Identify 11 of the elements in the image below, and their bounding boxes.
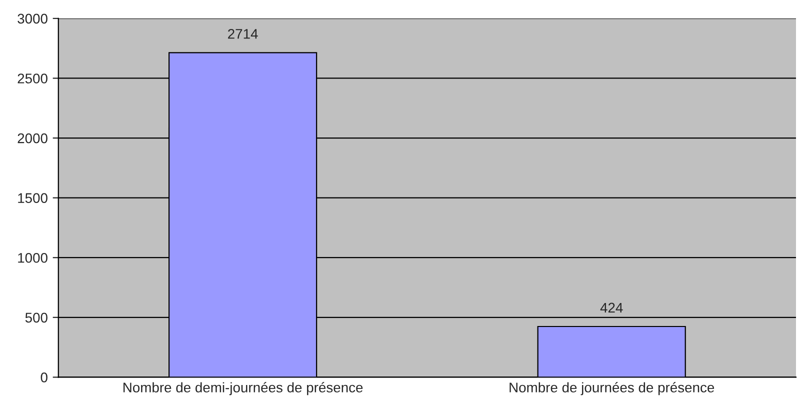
data-label: 2714 — [228, 28, 258, 39]
y-tick-label: 0 — [40, 372, 48, 382]
y-tick-label: 2500 — [18, 74, 48, 84]
data-label: 424 — [600, 302, 623, 313]
y-tick-label: 1500 — [18, 193, 48, 203]
y-tick-label: 500 — [25, 312, 48, 323]
y-tick-label: 3000 — [18, 14, 48, 24]
y-tick-label: 1000 — [18, 252, 48, 263]
y-tick-label: 2000 — [18, 133, 48, 144]
x-tick-label: Nombre de demi-journées de présence — [124, 382, 363, 396]
x-tick-label: Nombre de journées de présence — [510, 382, 714, 396]
